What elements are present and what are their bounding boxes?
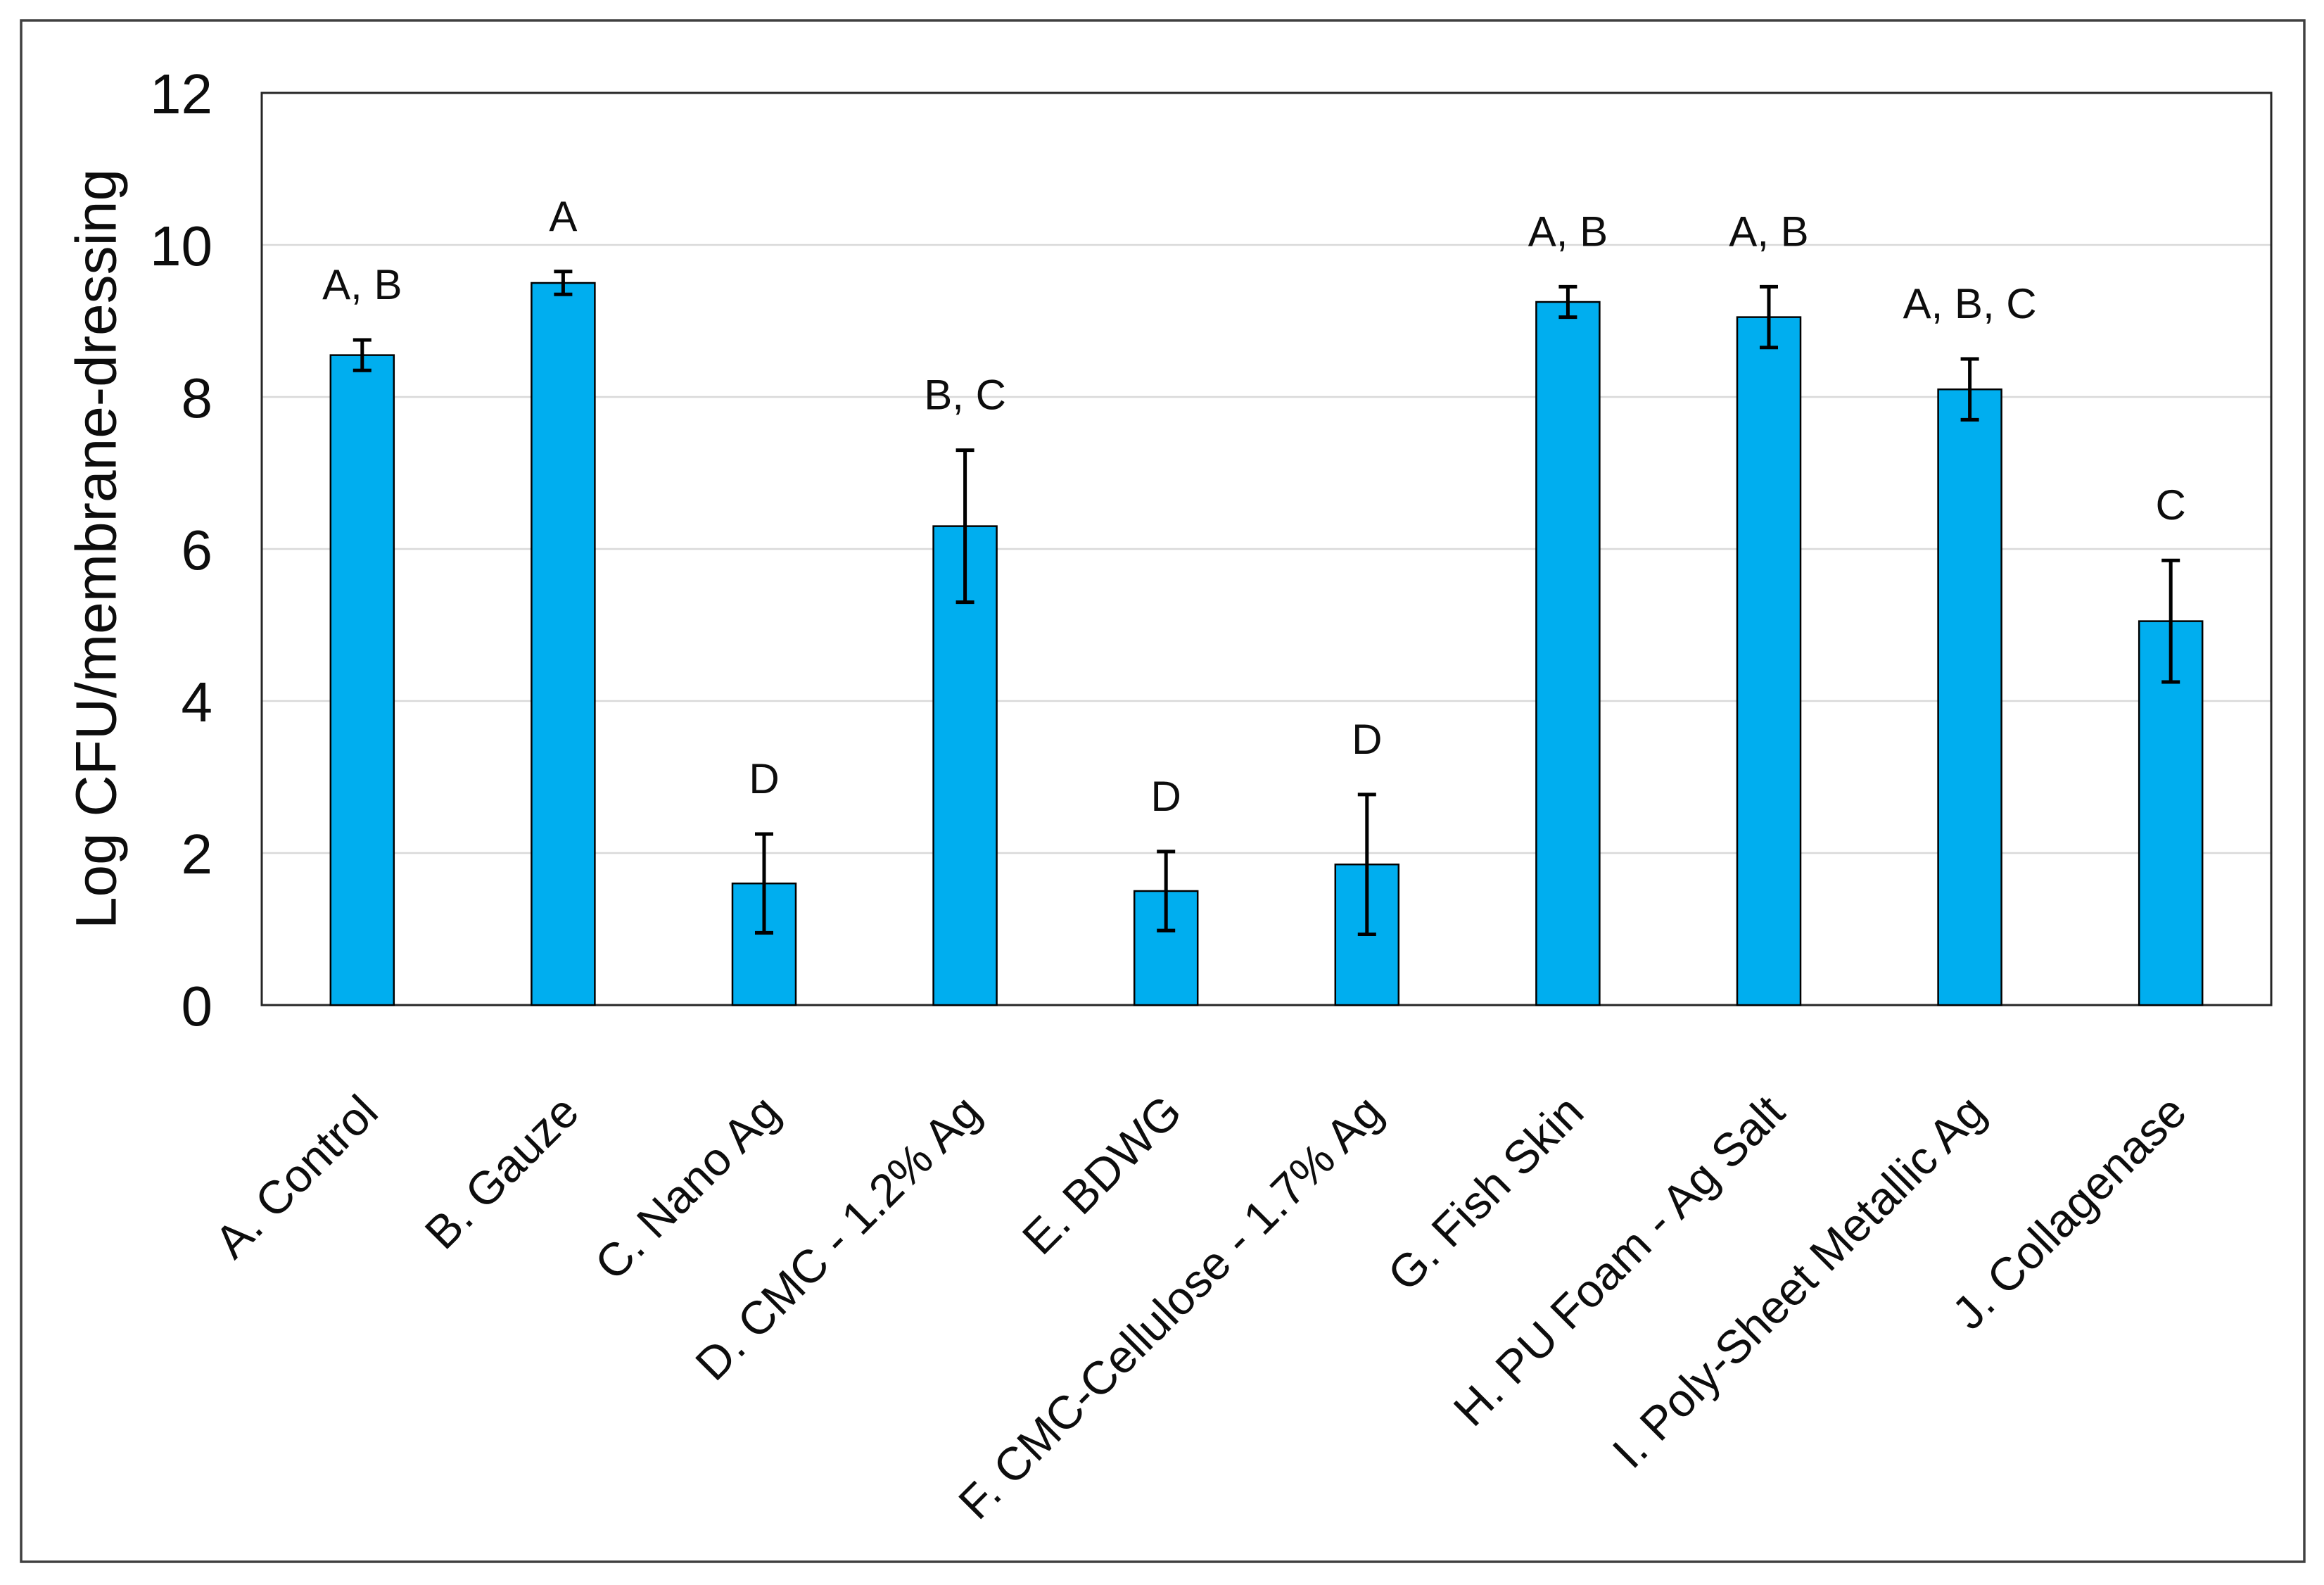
bar [932, 525, 998, 1006]
y-axis-title: Log CFU/membrane-dressing [65, 169, 129, 929]
y-tick-label: 2 [182, 823, 213, 885]
sig-letter: A, B [322, 261, 402, 308]
y-tick-label: 10 [150, 215, 212, 277]
sig-letter: A [549, 193, 577, 240]
figure-border [20, 19, 2306, 1563]
sig-letter: D [1352, 716, 1382, 763]
bar [1937, 388, 2002, 1006]
y-tick-label: 4 [182, 671, 213, 733]
bar [531, 282, 596, 1006]
sig-letter: A, B [1528, 208, 1608, 255]
sig-letter: D [749, 755, 779, 802]
plot-border [260, 91, 2273, 1006]
sig-letter: A, B, C [1903, 280, 2037, 327]
y-tick-label: 12 [150, 63, 212, 125]
sig-letter: A, B [1729, 208, 1808, 255]
bar [329, 354, 395, 1006]
y-tick-label: 0 [182, 975, 213, 1037]
sig-letter: B, C [924, 372, 1006, 419]
sig-letter: D [1151, 773, 1181, 820]
y-tick-label: 8 [182, 367, 213, 429]
sig-letter: C [2156, 481, 2186, 529]
bar [1535, 301, 1601, 1006]
y-tick-label: 6 [182, 519, 213, 581]
bar [2138, 620, 2204, 1006]
bar [1736, 316, 1802, 1006]
